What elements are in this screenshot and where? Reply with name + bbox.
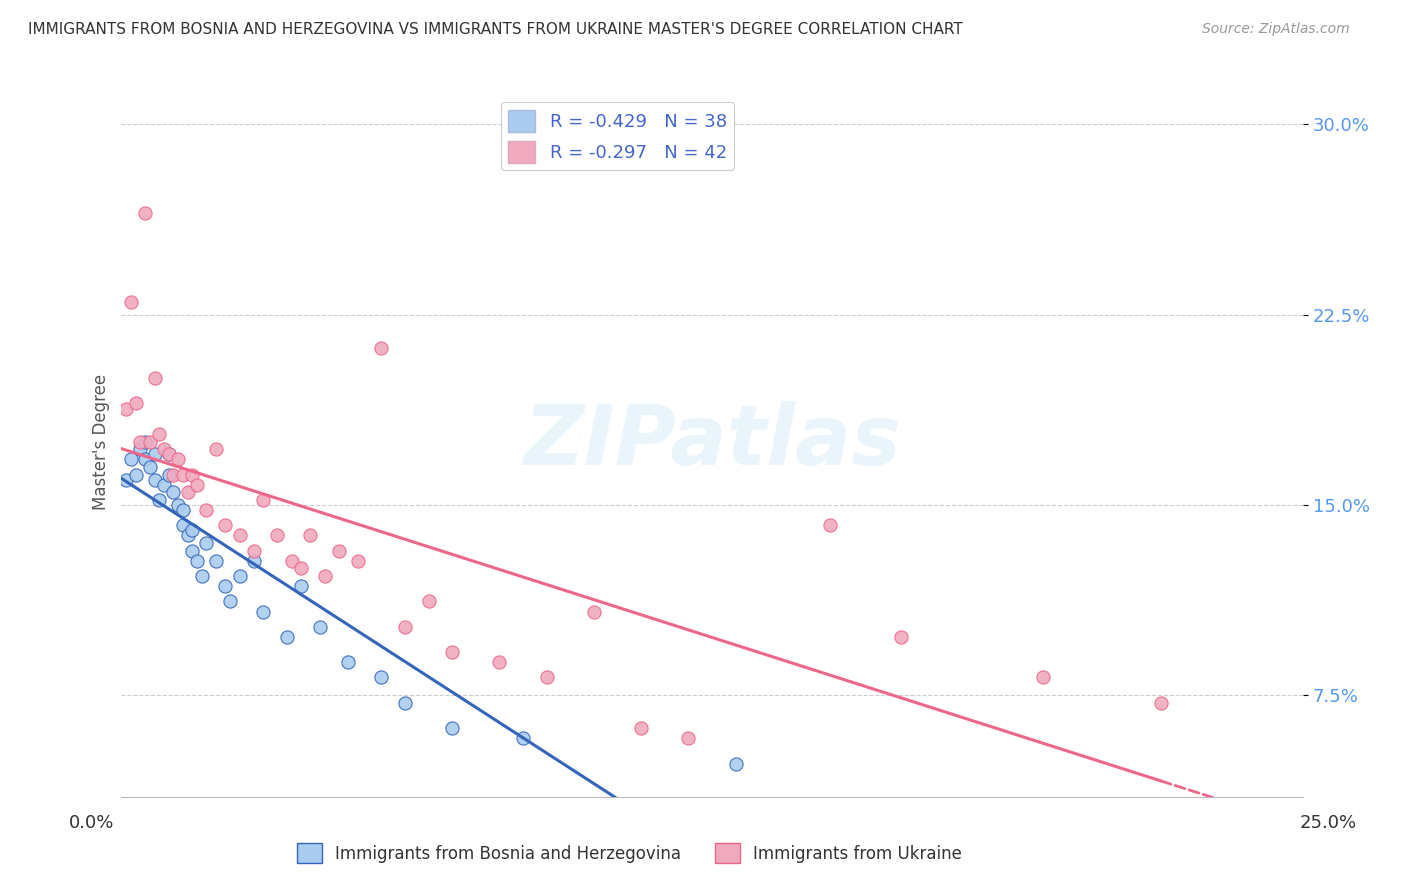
Text: 0.0%: 0.0% xyxy=(69,814,114,831)
Point xyxy=(276,630,298,644)
Text: Source: ZipAtlas.com: Source: ZipAtlas.com xyxy=(1202,22,1350,37)
Point xyxy=(205,554,228,568)
Point xyxy=(205,442,228,457)
Point xyxy=(370,341,392,355)
Point xyxy=(394,620,416,634)
Text: ZIPatlas: ZIPatlas xyxy=(523,401,901,482)
Point xyxy=(181,524,204,538)
Point xyxy=(186,554,208,568)
Point xyxy=(172,503,194,517)
Point xyxy=(157,447,180,461)
Point xyxy=(129,434,152,449)
Point xyxy=(124,467,146,482)
Point xyxy=(172,518,194,533)
Point xyxy=(630,721,652,735)
Point xyxy=(242,554,264,568)
Point xyxy=(280,554,302,568)
Point xyxy=(134,206,156,220)
Point xyxy=(148,492,170,507)
Point xyxy=(820,518,842,533)
Point xyxy=(115,473,138,487)
Point xyxy=(181,543,204,558)
Point xyxy=(219,594,242,608)
Point xyxy=(115,401,138,416)
Point xyxy=(176,528,198,542)
Point xyxy=(299,528,322,542)
Point xyxy=(120,295,142,310)
Point xyxy=(162,485,184,500)
Point xyxy=(129,442,152,457)
Text: IMMIGRANTS FROM BOSNIA AND HERZEGOVINA VS IMMIGRANTS FROM UKRAINE MASTER'S DEGRE: IMMIGRANTS FROM BOSNIA AND HERZEGOVINA V… xyxy=(28,22,963,37)
Point xyxy=(441,645,464,659)
Point xyxy=(157,447,180,461)
Point xyxy=(252,605,274,619)
Point xyxy=(124,396,146,410)
Point xyxy=(252,492,274,507)
Point xyxy=(148,426,170,441)
Point xyxy=(536,671,558,685)
Point xyxy=(488,655,510,669)
Legend: R = -0.429   N = 38, R = -0.297   N = 42: R = -0.429 N = 38, R = -0.297 N = 42 xyxy=(501,103,734,170)
Point xyxy=(143,473,166,487)
Point xyxy=(139,434,162,449)
Point xyxy=(418,594,440,608)
Point xyxy=(1032,671,1054,685)
Point xyxy=(176,485,198,500)
Point xyxy=(441,721,464,735)
Point xyxy=(153,442,176,457)
Point xyxy=(290,579,312,593)
Point xyxy=(1150,696,1173,710)
Point xyxy=(337,655,360,669)
Point xyxy=(512,731,534,746)
Point xyxy=(394,696,416,710)
Point xyxy=(172,467,194,482)
Point xyxy=(678,731,700,746)
Point xyxy=(162,467,184,482)
Point xyxy=(157,467,180,482)
Point xyxy=(328,543,350,558)
Point xyxy=(186,477,208,491)
Point xyxy=(134,452,156,467)
Point xyxy=(134,434,156,449)
Point xyxy=(582,605,605,619)
Point xyxy=(242,543,264,558)
Point xyxy=(228,569,250,583)
Point xyxy=(314,569,336,583)
Point xyxy=(143,447,166,461)
Point xyxy=(143,371,166,385)
Point xyxy=(266,528,288,542)
Point xyxy=(139,459,162,474)
Point xyxy=(290,561,312,575)
Point xyxy=(153,477,176,491)
Point xyxy=(195,503,218,517)
Point xyxy=(214,518,236,533)
Point xyxy=(370,671,392,685)
Point xyxy=(890,630,912,644)
Point xyxy=(228,528,250,542)
Point xyxy=(195,536,218,550)
Text: 25.0%: 25.0% xyxy=(1301,814,1357,831)
Point xyxy=(167,452,190,467)
Point xyxy=(346,554,368,568)
Point xyxy=(214,579,236,593)
Point xyxy=(181,467,204,482)
Point xyxy=(120,452,142,467)
Point xyxy=(167,498,190,512)
Point xyxy=(191,569,214,583)
Point xyxy=(309,620,332,634)
Point xyxy=(724,756,747,771)
Y-axis label: Master's Degree: Master's Degree xyxy=(93,374,110,509)
